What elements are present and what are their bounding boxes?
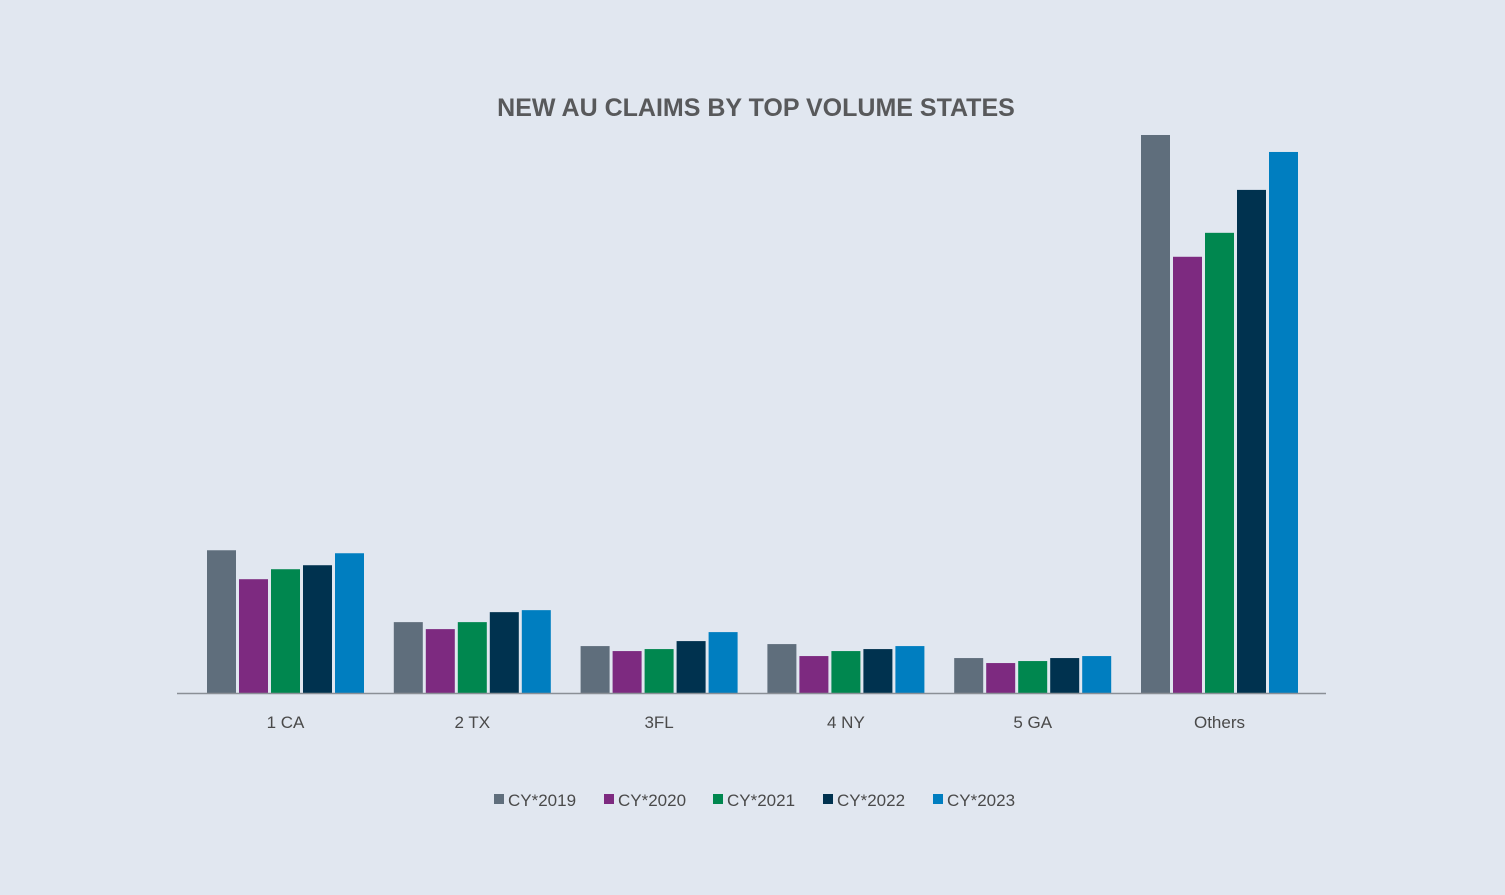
bar-5-ga-cy2019	[954, 658, 984, 693]
legend-swatch	[604, 794, 614, 804]
bar-3fl-cy2022	[676, 641, 706, 693]
bar-others-cy2022	[1237, 189, 1266, 693]
bar-others-cy2019	[1141, 134, 1170, 693]
legend-item: CY*2020	[604, 791, 686, 810]
bar-3fl-cy2020	[612, 651, 642, 693]
bar-3fl-cy2023	[708, 632, 738, 693]
bars	[207, 134, 1298, 694]
x-tick-label: Others	[1194, 713, 1245, 732]
legend-label: CY*2020	[618, 791, 686, 810]
bar-1-ca-cy2023	[335, 553, 364, 693]
chart-title: NEW AU CLAIMS BY TOP VOLUME STATES	[497, 94, 1015, 122]
bar-2-tx-cy2022	[489, 612, 519, 693]
legend-label: CY*2022	[837, 791, 905, 810]
bar-4-ny-cy2021	[831, 651, 861, 693]
legend-item: CY*2022	[823, 791, 905, 810]
bar-1-ca-cy2019	[207, 550, 236, 693]
bar-3fl-cy2019	[580, 646, 610, 693]
bar-others-cy2020	[1173, 256, 1202, 693]
bar-1-ca-cy2021	[271, 569, 300, 693]
bar-2-tx-cy2021	[457, 622, 487, 693]
bar-4-ny-cy2019	[767, 644, 797, 693]
x-tick-label: 1 CA	[267, 713, 305, 732]
legend-swatch	[933, 794, 943, 804]
legend-label: CY*2019	[508, 791, 576, 810]
bar-others-cy2023	[1269, 151, 1298, 694]
x-tick-label: 3FL	[644, 713, 673, 732]
legend-label: CY*2023	[947, 791, 1015, 810]
bar-3fl-cy2021	[644, 649, 674, 693]
legend-swatch	[713, 794, 723, 804]
legend-swatch	[494, 794, 504, 804]
x-tick-label: 5 GA	[1013, 713, 1052, 732]
legend-swatch	[823, 794, 833, 804]
bar-1-ca-cy2020	[239, 579, 268, 693]
x-tick-label: 2 TX	[455, 713, 491, 732]
legend-item: CY*2021	[713, 791, 795, 810]
bar-2-tx-cy2020	[425, 629, 455, 693]
bar-5-ga-cy2021	[1018, 661, 1048, 693]
x-tick-labels: 1 CA 2 TX 3FL 4 NY 5 GA Others	[267, 713, 1245, 732]
bar-others-cy2021	[1205, 232, 1234, 693]
bar-4-ny-cy2023	[895, 646, 925, 693]
bar-4-ny-cy2020	[799, 656, 829, 693]
bar-5-ga-cy2020	[986, 663, 1016, 693]
bar-5-ga-cy2022	[1050, 658, 1080, 693]
bar-5-ga-cy2023	[1082, 656, 1112, 693]
x-tick-label: 4 NY	[827, 713, 865, 732]
bar-2-tx-cy2023	[521, 610, 551, 693]
legend-label: CY*2021	[727, 791, 795, 810]
bar-1-ca-cy2022	[303, 565, 332, 693]
bar-2-tx-cy2019	[393, 622, 423, 693]
legend-item: CY*2023	[933, 791, 1015, 810]
legend-item: CY*2019	[494, 791, 576, 810]
legend: CY*2019 CY*2020 CY*2021 CY*2022 CY*2023	[494, 791, 1015, 810]
bar-4-ny-cy2022	[863, 649, 893, 693]
